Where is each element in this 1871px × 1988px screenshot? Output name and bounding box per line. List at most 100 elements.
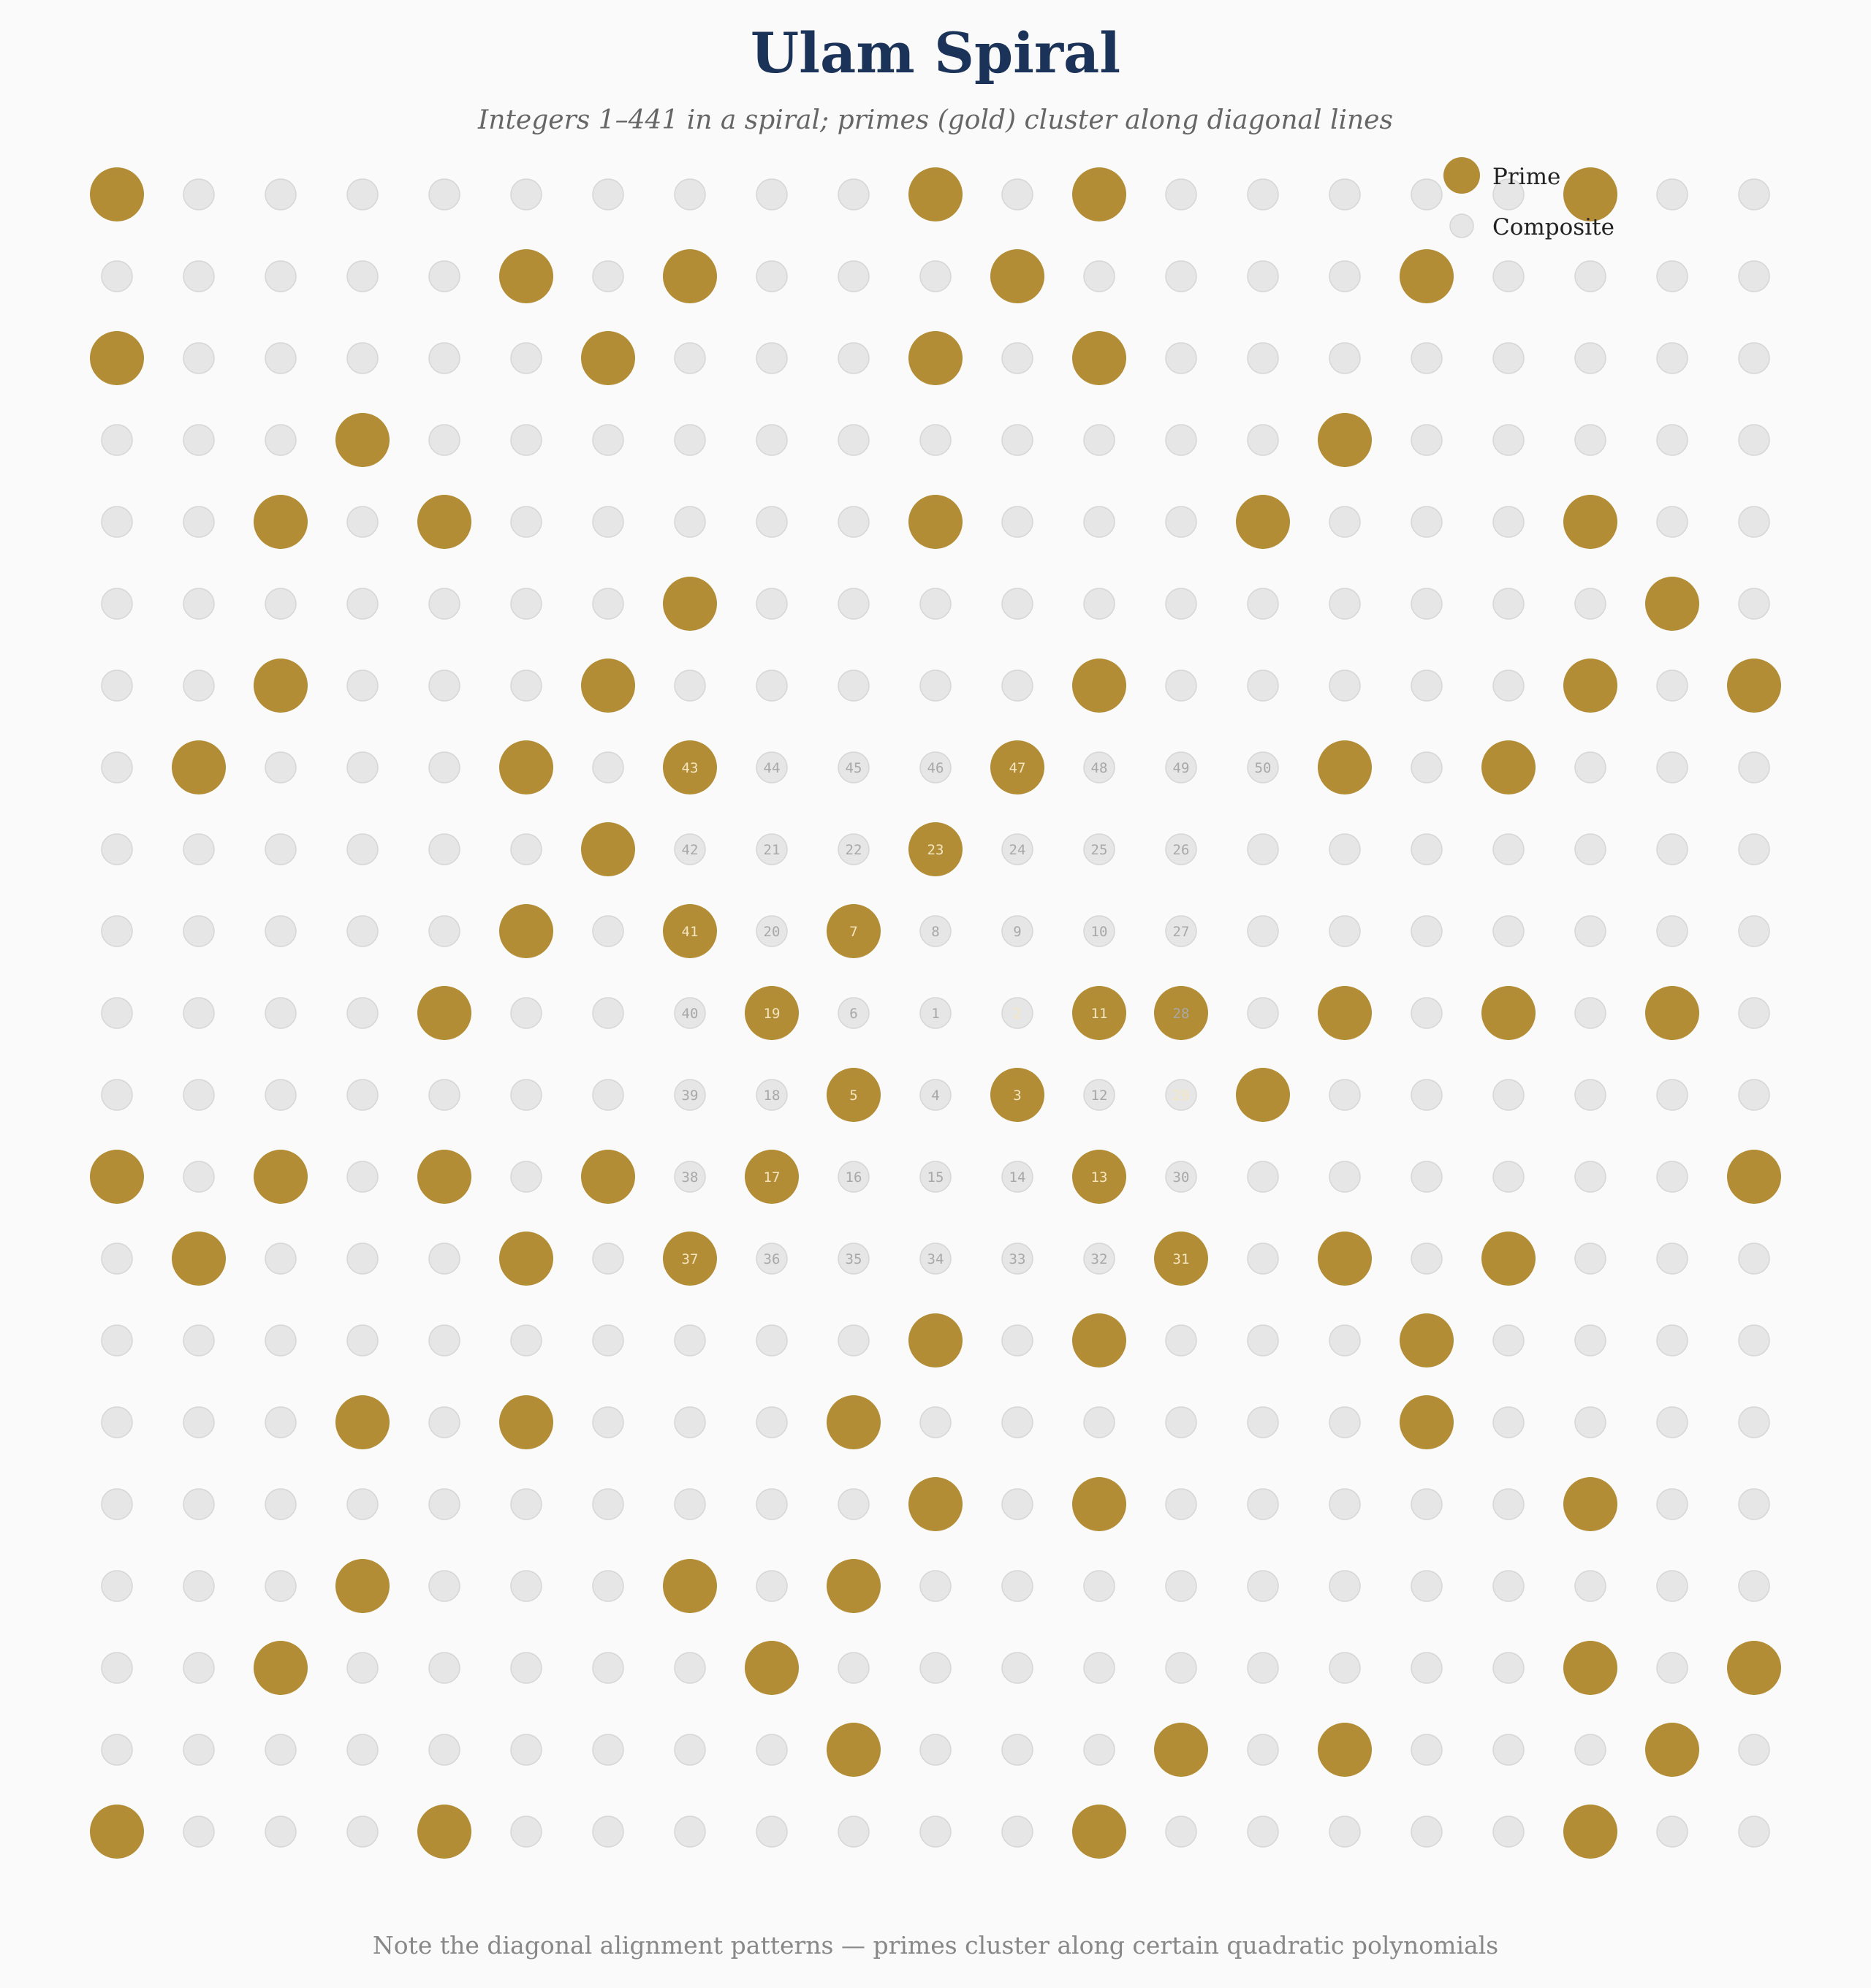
prime-dot <box>417 986 471 1040</box>
composite-dot <box>1329 1488 1361 1520</box>
composite-dot <box>1001 1242 1033 1275</box>
composite-dot <box>756 1406 788 1438</box>
composite-dot <box>919 1161 952 1193</box>
prime-dot <box>1072 1150 1126 1204</box>
composite-dot <box>674 342 706 374</box>
composite-dot <box>101 1652 133 1684</box>
composite-dot <box>592 506 624 538</box>
composite-dot <box>592 1652 624 1684</box>
composite-dot <box>1329 506 1361 538</box>
composite-dot <box>101 1734 133 1766</box>
composite-dot <box>1411 1734 1443 1766</box>
prime-dot <box>827 1395 881 1449</box>
number-label: 7 <box>849 924 857 940</box>
composite-dot <box>1411 1161 1443 1193</box>
composite-dot <box>346 342 379 374</box>
composite-dot <box>756 260 788 292</box>
composite-dot <box>1656 833 1688 865</box>
composite-dot <box>265 915 297 947</box>
composite-dot <box>428 588 460 620</box>
composite-dot <box>101 833 133 865</box>
composite-dot <box>1492 506 1525 538</box>
composite-dot <box>265 260 297 292</box>
composite-dot <box>1656 342 1688 374</box>
composite-dot <box>838 424 870 456</box>
composite-dot <box>183 1816 215 1848</box>
composite-dot <box>1492 1324 1525 1357</box>
composite-dot <box>1247 1161 1279 1193</box>
composite-dot <box>265 178 297 210</box>
composite-dot <box>510 506 542 538</box>
composite-dot <box>1001 669 1033 702</box>
prime-dot <box>663 904 717 958</box>
composite-dot <box>1738 178 1770 210</box>
composite-dot <box>756 1488 788 1520</box>
legend-composite-swatch <box>1449 213 1474 238</box>
composite-dot <box>1165 1570 1197 1602</box>
prime-dot <box>172 1232 226 1286</box>
number-label: 9 <box>1013 924 1021 940</box>
number-label: 13 <box>1091 1169 1108 1185</box>
composite-dot <box>1083 1652 1115 1684</box>
prime-dot <box>990 1068 1044 1122</box>
composite-dot <box>265 424 297 456</box>
number-label: 11 <box>1091 1006 1108 1022</box>
composite-dot <box>183 1406 215 1438</box>
prime-dot <box>908 331 963 385</box>
composite-dot <box>1083 1242 1115 1275</box>
composite-dot <box>101 997 133 1029</box>
prime-dot <box>1645 1723 1699 1777</box>
composite-dot <box>674 424 706 456</box>
composite-dot <box>1656 1816 1688 1848</box>
composite-dot <box>183 1570 215 1602</box>
prime-dot <box>335 413 390 467</box>
composite-dot <box>1329 178 1361 210</box>
composite-dot <box>265 588 297 620</box>
composite-dot <box>265 1734 297 1766</box>
composite-dot <box>592 1488 624 1520</box>
legend-prime-label: Prime <box>1492 164 1560 190</box>
composite-dot <box>1411 669 1443 702</box>
prime-dot <box>1236 495 1290 549</box>
composite-dot <box>919 751 952 784</box>
composite-dot <box>265 751 297 784</box>
number-label: 49 <box>1173 760 1190 776</box>
composite-dot <box>838 833 870 865</box>
composite-dot <box>346 1324 379 1357</box>
composite-dot <box>1411 178 1443 210</box>
composite-dot <box>346 833 379 865</box>
composite-dot <box>183 1324 215 1357</box>
composite-dot <box>919 1406 952 1438</box>
composite-dot <box>674 1324 706 1357</box>
composite-dot <box>1738 342 1770 374</box>
composite-dot <box>428 424 460 456</box>
prime-dot <box>1645 986 1699 1040</box>
composite-dot <box>1247 260 1279 292</box>
composite-dot <box>674 1079 706 1111</box>
number-label: 1 <box>931 1006 939 1022</box>
composite-dot <box>838 178 870 210</box>
composite-dot <box>1247 424 1279 456</box>
prime-dot <box>663 1559 717 1613</box>
composite-dot <box>428 1652 460 1684</box>
composite-dot <box>756 1816 788 1848</box>
composite-dot <box>510 178 542 210</box>
composite-dot <box>1001 588 1033 620</box>
prime-dot <box>827 1723 881 1777</box>
composite-dot <box>346 1242 379 1275</box>
composite-dot <box>101 1079 133 1111</box>
composite-dot <box>510 1079 542 1111</box>
composite-dot <box>1329 833 1361 865</box>
composite-dot <box>428 178 460 210</box>
number-label: 41 <box>682 924 699 940</box>
prime-dot <box>1563 659 1617 713</box>
number-label: 17 <box>764 1169 781 1185</box>
composite-dot <box>919 588 952 620</box>
composite-dot <box>1165 1488 1197 1520</box>
composite-dot <box>919 1816 952 1848</box>
composite-dot <box>1574 588 1606 620</box>
prime-dot <box>172 740 226 794</box>
composite-dot <box>183 915 215 947</box>
prime-dot <box>581 331 635 385</box>
composite-dot <box>1247 1406 1279 1438</box>
